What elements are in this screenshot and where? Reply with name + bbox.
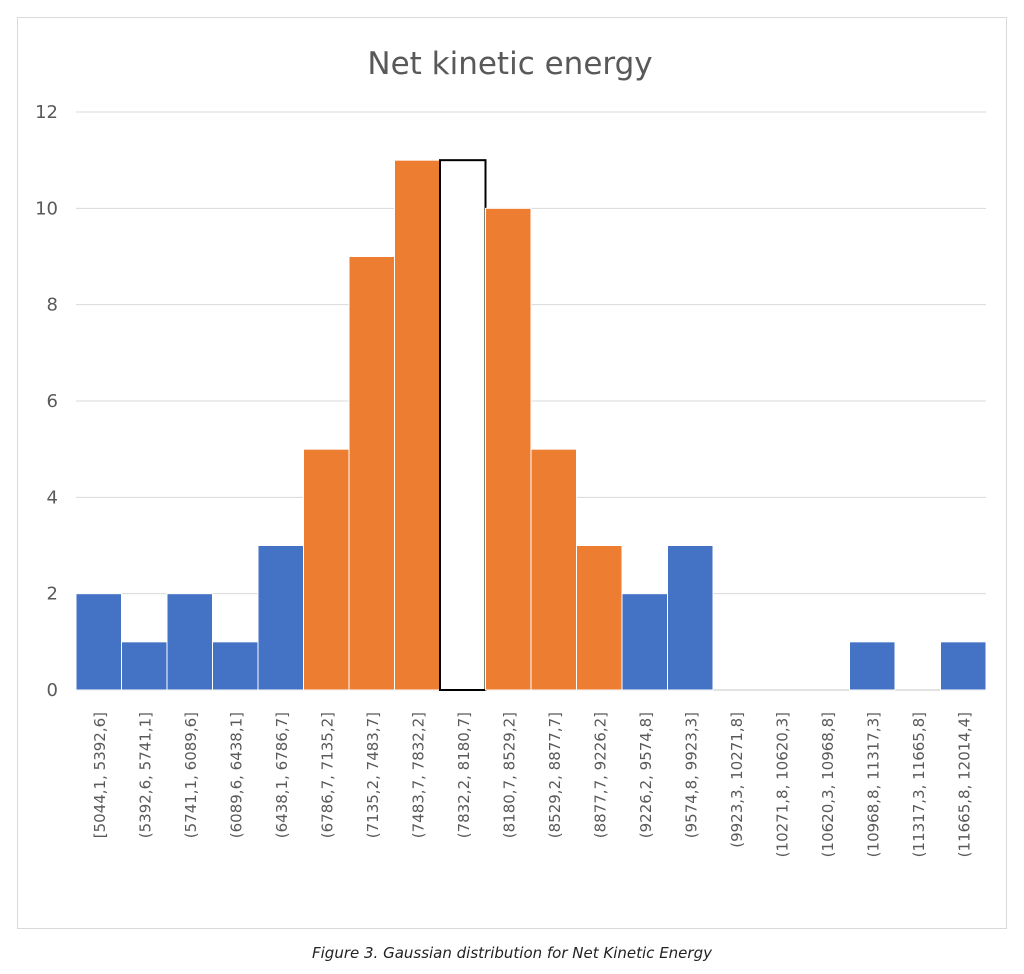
bars (75, 159, 987, 691)
y-tick-label: 8 (47, 295, 58, 316)
histogram-bar (166, 593, 213, 691)
x-tick-label: (10968,8, 11317,3] (864, 712, 882, 857)
histogram-bar (394, 159, 441, 691)
histogram-bar (621, 593, 668, 691)
x-tick-label: (9226,2, 9574,8] (637, 712, 655, 838)
y-axis-ticks: 0 2 4 6 8 10 12 (35, 102, 58, 701)
x-tick-label: (7832,2, 8180,7] (455, 712, 473, 838)
figure-caption: Figure 3. Gaussian distribution for Net … (312, 944, 712, 962)
chart-title: Net kinetic energy (367, 46, 652, 82)
histogram-bar (348, 256, 395, 691)
histogram-bar (257, 545, 304, 691)
y-tick-label: 0 (47, 680, 58, 701)
histogram-bar (849, 641, 896, 691)
histogram-bar (485, 207, 532, 691)
x-tick-label: (9923,3, 10271,8] (728, 712, 746, 848)
x-tick-label: (10620,3, 10968,8] (819, 712, 837, 857)
histogram-bar (940, 641, 987, 691)
x-axis-ticks: [5044,1, 5392,6] (5392,6, 5741,1] (5741,1,… (91, 712, 974, 857)
histogram-bar (303, 448, 350, 691)
histogram-bar (212, 641, 259, 691)
histogram-bar (121, 641, 168, 691)
histogram-bar (75, 593, 122, 691)
y-tick-label: 2 (47, 584, 58, 605)
x-tick-label: [5044,1, 5392,6] (91, 712, 109, 838)
x-tick-label: (6438,1, 6786,7] (273, 712, 291, 838)
x-tick-label: (8180,7, 8529,2] (500, 712, 518, 838)
y-tick-label: 12 (35, 102, 58, 123)
x-tick-label: (7483,7, 7832,2] (409, 712, 427, 838)
x-tick-label: (9574,8, 9923,3] (682, 712, 700, 838)
x-tick-label: (7135,2, 7483,7] (364, 712, 382, 838)
x-tick-label: (5392,6, 5741,1] (136, 712, 154, 838)
x-tick-label: (8529,2, 8877,7] (546, 712, 564, 838)
x-tick-label: (6786,7, 7135,2] (318, 712, 336, 838)
x-tick-label: (6089,6, 6438,1] (227, 712, 245, 838)
y-tick-label: 4 (47, 487, 58, 508)
x-tick-label: (11317,3, 11665,8] (910, 712, 928, 857)
histogram-bar (439, 159, 487, 691)
histogram-bar (530, 448, 577, 691)
y-tick-label: 10 (35, 198, 58, 219)
x-tick-label: (8877,7, 9226,2] (591, 712, 609, 838)
x-tick-label: (11665,8, 12014,4] (955, 712, 973, 857)
x-tick-label: (5741,1, 6089,6] (182, 712, 200, 838)
x-tick-label: (10271,8, 10620,3] (773, 712, 791, 857)
histogram-bar (667, 545, 714, 691)
histogram-bar (576, 545, 623, 691)
y-tick-label: 6 (47, 391, 58, 412)
